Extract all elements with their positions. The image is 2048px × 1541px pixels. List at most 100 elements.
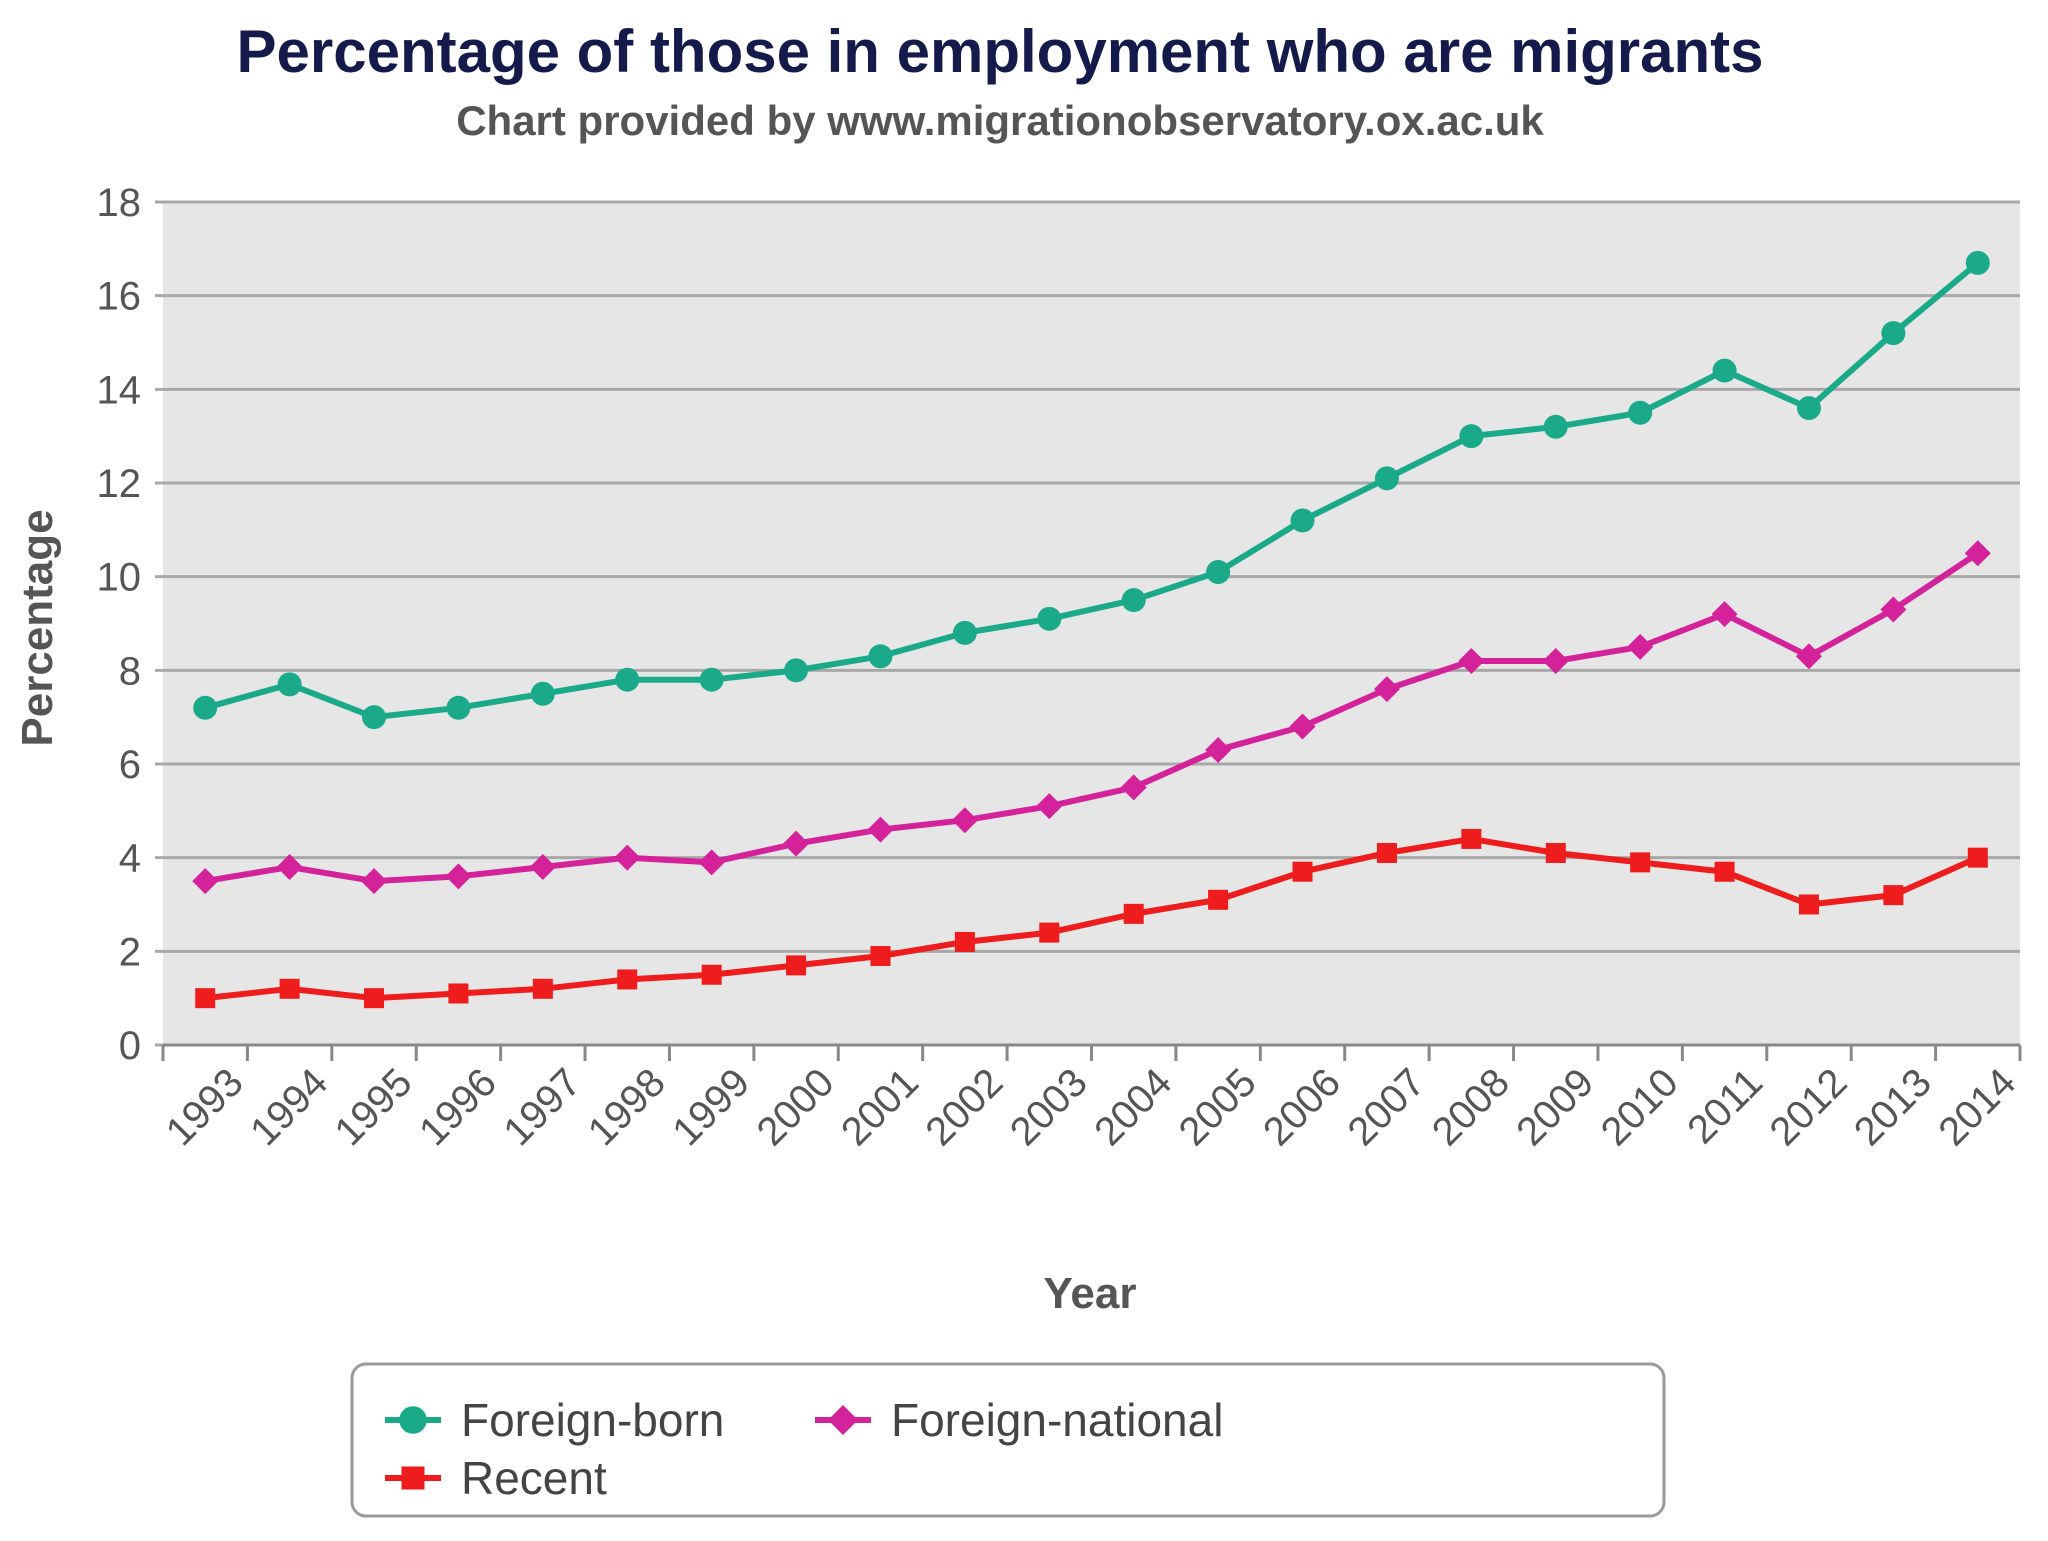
plot-area: 0 2 4 6 8 10 12 14 16 18 1993199419951996199719981…	[97, 181, 2025, 1154]
data-point-foreign-born	[615, 667, 640, 692]
x-tick-label: 2000	[749, 1060, 843, 1154]
x-tick-label: 2008	[1424, 1060, 1518, 1154]
series-line-foreign-national	[202, 550, 1981, 885]
y-tick-label: 14	[97, 368, 142, 412]
y-tick-label: 12	[97, 462, 142, 506]
chart-subtitle: Chart provided by www.migrationobservato…	[456, 97, 1544, 144]
data-point-foreign-national	[1373, 676, 1400, 703]
data-point-recent	[1630, 852, 1651, 873]
x-tick-label: 2007	[1339, 1060, 1433, 1154]
legend-marker-foreign-born	[399, 1406, 427, 1434]
x-tick-label: 1997	[495, 1060, 589, 1154]
data-point-recent	[448, 983, 469, 1004]
y-tick-label: 4	[119, 837, 141, 881]
data-point-foreign-born	[952, 620, 977, 645]
data-point-foreign-national	[1036, 793, 1063, 820]
y-tick-label: 10	[97, 556, 142, 600]
legend-box	[350, 1362, 1666, 1518]
data-point-foreign-national	[1711, 601, 1738, 628]
data-point-recent	[1208, 889, 1229, 910]
data-point-foreign-born	[446, 695, 471, 720]
x-tick-label: 2009	[1508, 1060, 1602, 1154]
data-point-foreign-born	[1796, 396, 1821, 421]
data-point-recent	[701, 964, 722, 985]
data-point-foreign-born	[277, 672, 302, 697]
x-tick-label: 2013	[1846, 1060, 1940, 1154]
data-point-foreign-born	[1712, 358, 1737, 383]
data-point-foreign-born	[699, 667, 724, 692]
series-line-foreign-born	[202, 259, 1981, 721]
data-point-foreign-born	[1290, 508, 1315, 533]
y-tick-label: 18	[97, 181, 142, 225]
x-tick-label: 2003	[1002, 1060, 1096, 1154]
x-tick-label: 2005	[1171, 1060, 1265, 1154]
data-point-foreign-national	[614, 844, 641, 871]
data-point-foreign-national	[1627, 633, 1654, 660]
x-tick-label: 1994	[242, 1060, 336, 1154]
data-point-foreign-born	[1459, 424, 1484, 449]
data-point-foreign-born	[1543, 414, 1568, 439]
data-point-foreign-national	[361, 868, 388, 895]
data-point-foreign-born	[1206, 559, 1231, 584]
legend-label-foreign-born: Foreign-born	[461, 1394, 724, 1446]
data-point-recent	[1883, 885, 1904, 906]
data-point-foreign-national	[783, 830, 810, 857]
y-tick-label: 6	[119, 743, 141, 787]
data-point-recent	[1798, 894, 1819, 915]
x-axis-label: Year	[1044, 1269, 1137, 1318]
data-point-foreign-born	[362, 705, 387, 730]
data-point-foreign-born	[868, 644, 893, 669]
y-tick-label: 8	[119, 649, 141, 693]
data-point-recent	[279, 978, 300, 999]
data-point-foreign-born	[784, 658, 809, 683]
x-tick-label: 2010	[1593, 1060, 1687, 1154]
data-point-foreign-national	[1289, 713, 1316, 740]
x-tick-label: 1998	[580, 1060, 674, 1154]
series-line-recent	[202, 835, 1981, 1002]
data-point-recent	[1545, 842, 1566, 863]
legend-label-foreign-national: Foreign-national	[891, 1394, 1223, 1446]
data-point-foreign-born	[1628, 400, 1653, 425]
x-tick-label: 2011	[1679, 1060, 1771, 1152]
x-tick-label: 2012	[1762, 1060, 1856, 1154]
data-point-foreign-national	[951, 807, 978, 834]
data-point-recent	[364, 988, 385, 1009]
data-point-recent	[1714, 861, 1735, 882]
data-point-recent	[1123, 903, 1144, 924]
data-point-recent	[786, 955, 807, 976]
legend: Foreign-born Foreign-national Recent	[350, 1362, 1666, 1518]
data-point-recent	[1376, 842, 1397, 863]
x-tick-label: 2014	[1930, 1060, 2024, 1154]
data-point-foreign-national	[445, 863, 472, 890]
data-point-recent	[1461, 828, 1482, 849]
data-point-foreign-born	[530, 681, 555, 706]
data-point-recent	[870, 946, 891, 967]
data-point-foreign-national	[1458, 647, 1485, 674]
data-point-recent	[195, 988, 216, 1009]
y-tick-label: 0	[119, 1024, 141, 1068]
data-point-recent	[532, 978, 553, 999]
legend-marker-foreign-national	[828, 1405, 858, 1435]
data-point-foreign-national	[698, 849, 725, 876]
data-point-foreign-national	[867, 816, 894, 843]
chart-title: Percentage of those in employment who ar…	[236, 18, 1763, 85]
y-tick-label: 16	[97, 275, 142, 319]
data-point-foreign-born	[1965, 250, 1990, 275]
x-tick-label: 2004	[1086, 1060, 1180, 1154]
plot-background	[163, 202, 2020, 1045]
data-point-foreign-national	[1880, 596, 1907, 623]
data-point-recent	[617, 969, 638, 990]
data-point-foreign-national	[529, 854, 556, 881]
x-tick-label: 1995	[327, 1060, 421, 1154]
data-point-recent	[1292, 861, 1313, 882]
legend-marker-recent	[401, 1466, 425, 1490]
x-tick-label: 1996	[411, 1060, 505, 1154]
legend-label-recent: Recent	[461, 1452, 607, 1504]
data-point-recent	[1039, 922, 1060, 943]
data-point-foreign-national	[1795, 643, 1822, 670]
x-tick-label: 1999	[664, 1060, 758, 1154]
data-point-foreign-national	[1120, 774, 1147, 801]
data-point-recent	[954, 931, 975, 952]
